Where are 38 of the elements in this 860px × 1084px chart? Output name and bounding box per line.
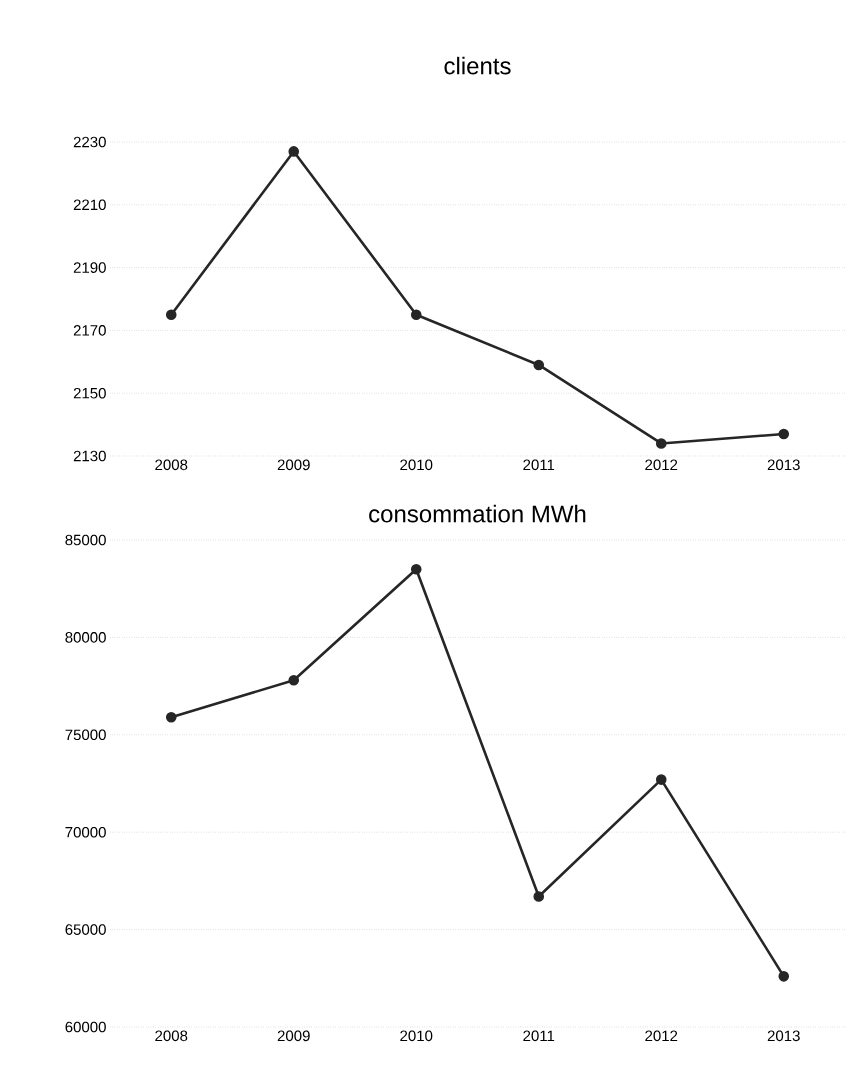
y-tick-label: 2130 xyxy=(73,450,106,462)
point xyxy=(533,359,545,371)
y-tick-label: 60000 xyxy=(65,1021,106,1033)
x-tick-label: 2010 xyxy=(400,1030,433,1042)
x-tick-label: 2012 xyxy=(645,1030,678,1042)
chart-title: consommation MWh xyxy=(369,504,586,523)
y-tick-label: 75000 xyxy=(65,729,106,741)
point xyxy=(410,309,422,320)
y-tick-label: 2150 xyxy=(73,387,106,399)
y-tick-label: 85000 xyxy=(65,534,106,546)
x-tick-label: 2013 xyxy=(767,1030,800,1042)
x-tick-label: 2009 xyxy=(277,1030,310,1042)
x-tick-label: 2010 xyxy=(400,459,433,471)
point xyxy=(410,563,422,575)
x-tick-label: 2011 xyxy=(523,1030,555,1042)
y-tick-label: 2210 xyxy=(73,199,106,211)
y-tick-label: 2230 xyxy=(73,136,106,148)
x-tick-label: 2009 xyxy=(277,459,310,471)
point xyxy=(165,711,177,723)
point xyxy=(288,146,300,157)
y-tick-label: 2190 xyxy=(73,262,106,273)
y-tick-label: 2170 xyxy=(73,325,106,336)
x-tick-label: 2012 xyxy=(645,459,678,471)
x-tick-label: 2008 xyxy=(155,1030,188,1042)
y-tick-label: 70000 xyxy=(65,826,106,838)
x-tick-label: 2008 xyxy=(155,459,188,471)
y-tick-label: 65000 xyxy=(65,924,106,935)
x-tick-label: 2013 xyxy=(767,459,800,471)
y-tick-label: 80000 xyxy=(65,632,106,643)
point xyxy=(533,891,545,902)
point xyxy=(288,674,300,686)
point xyxy=(655,438,667,449)
chart-title: clients xyxy=(444,56,511,75)
x-tick-label: 2011 xyxy=(523,459,555,471)
point xyxy=(778,971,790,982)
point xyxy=(655,774,667,785)
point xyxy=(165,309,177,320)
point xyxy=(778,428,790,440)
